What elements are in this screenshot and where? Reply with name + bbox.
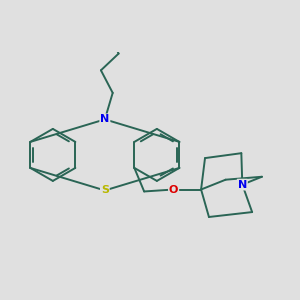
Text: N: N — [238, 180, 247, 190]
Text: O: O — [169, 184, 178, 194]
Text: S: S — [101, 185, 109, 195]
Text: N: N — [100, 114, 110, 124]
